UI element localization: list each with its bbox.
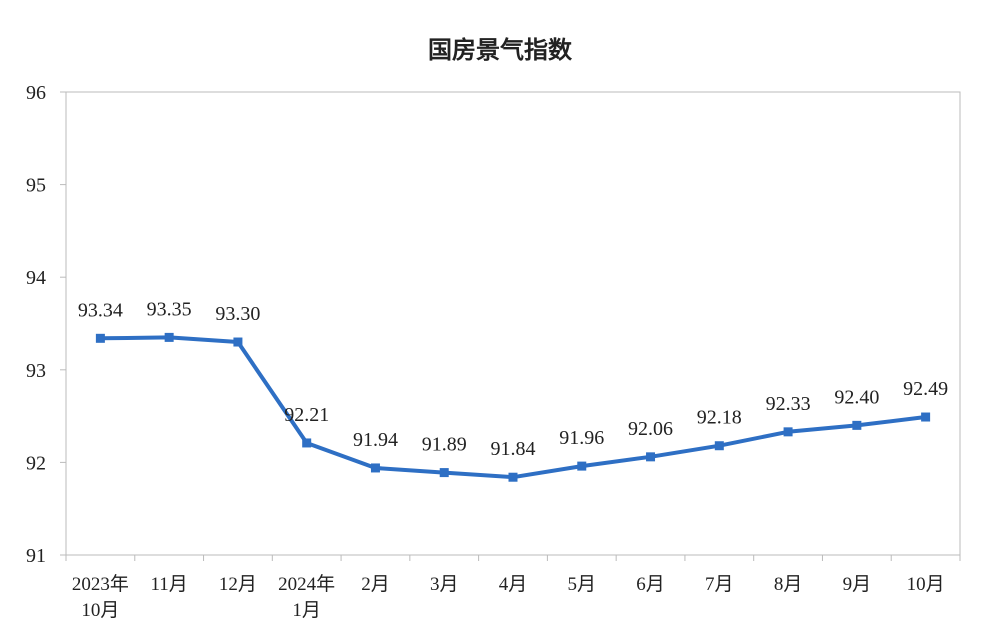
data-point-marker bbox=[439, 468, 449, 478]
data-point-marker bbox=[921, 412, 931, 422]
data-label: 92.49 bbox=[903, 378, 948, 400]
x-category-label: 5月 bbox=[568, 574, 597, 595]
data-point-marker bbox=[646, 452, 656, 462]
x-category-label: 2024年 1月 bbox=[278, 573, 335, 621]
data-point-marker bbox=[302, 438, 312, 448]
data-label: 91.84 bbox=[491, 438, 536, 460]
y-tick-label: 92 bbox=[26, 452, 46, 474]
data-label: 91.96 bbox=[559, 427, 604, 449]
data-label: 93.34 bbox=[78, 299, 123, 321]
data-label: 92.06 bbox=[628, 418, 673, 440]
x-category-label: 2023年 10月 bbox=[72, 573, 129, 621]
y-tick-label: 91 bbox=[26, 545, 46, 567]
data-point-marker bbox=[852, 420, 862, 430]
chart-title: 国房景气指数 bbox=[428, 36, 572, 64]
x-category-label: 2月 bbox=[361, 574, 390, 595]
x-category-label: 12月 bbox=[219, 574, 257, 595]
y-tick-label: 96 bbox=[26, 82, 46, 104]
plot-frame bbox=[65, 91, 961, 556]
data-point-marker bbox=[233, 337, 243, 347]
y-tick-label: 94 bbox=[26, 267, 46, 289]
data-point-marker bbox=[370, 463, 380, 473]
data-point-marker bbox=[508, 472, 518, 482]
x-category-label: 9月 bbox=[843, 574, 872, 595]
data-point-marker bbox=[95, 333, 105, 343]
data-label: 92.33 bbox=[766, 393, 811, 415]
x-category-label: 6月 bbox=[636, 574, 665, 595]
x-category-label: 7月 bbox=[705, 574, 734, 595]
data-label: 91.89 bbox=[422, 434, 467, 456]
data-label: 93.35 bbox=[147, 298, 192, 320]
x-category-label: 4月 bbox=[499, 574, 528, 595]
data-label: 92.21 bbox=[284, 404, 329, 426]
x-category-label: 3月 bbox=[430, 574, 459, 595]
x-category-label: 10月 bbox=[907, 574, 945, 595]
y-tick-label: 95 bbox=[26, 175, 46, 197]
data-label: 93.30 bbox=[215, 303, 260, 325]
x-category-label: 11月 bbox=[151, 574, 188, 595]
data-label: 92.18 bbox=[697, 407, 742, 429]
x-category-label: 8月 bbox=[774, 574, 803, 595]
data-label: 91.94 bbox=[353, 429, 398, 451]
data-point-marker bbox=[714, 441, 724, 451]
data-label: 92.40 bbox=[834, 386, 879, 408]
data-point-marker bbox=[577, 461, 587, 471]
data-point-marker bbox=[783, 427, 793, 437]
data-point-marker bbox=[164, 332, 174, 342]
y-tick-label: 93 bbox=[26, 360, 46, 382]
